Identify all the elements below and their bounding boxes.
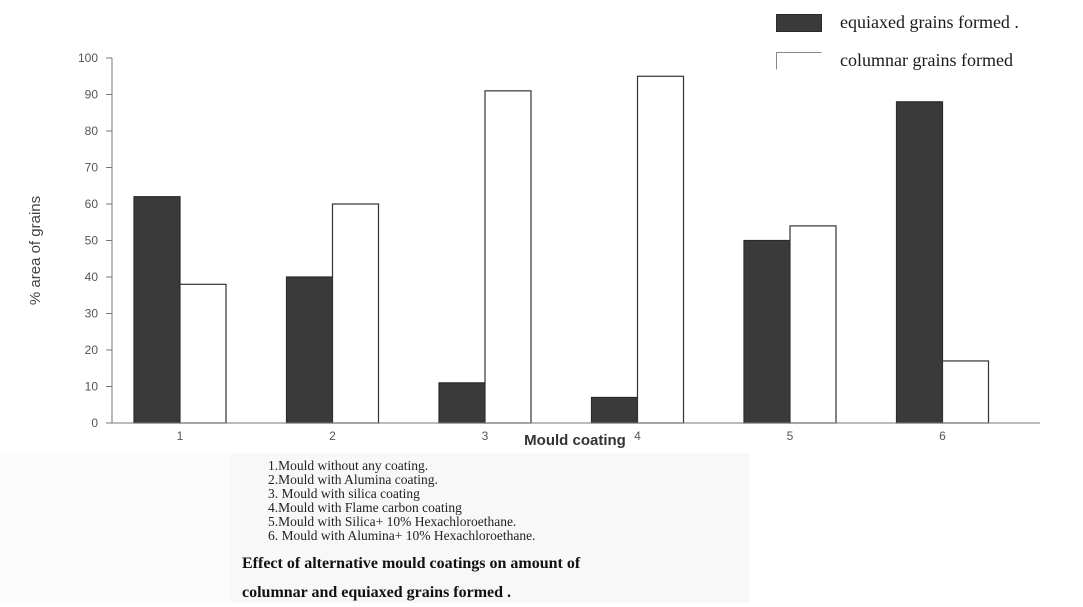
coating-note: 4.Mould with Flame carbon coating [268, 500, 462, 515]
scan-margin [0, 452, 230, 604]
y-tick-label: 20 [85, 343, 99, 357]
y-tick-label: 70 [85, 161, 99, 175]
coating-note: 1.Mould without any coating. [268, 458, 429, 473]
x-tick-label: 5 [787, 429, 794, 443]
caption-line: Effect of alternative mould coatings on … [242, 555, 581, 572]
figure-caption: Effect of alternative mould coatings on … [230, 549, 750, 607]
bar-columnar [331, 203, 380, 424]
bar-chart: 0 10 20 30 40 50 60 70 80 90 100 1 2 3 4 5 6 % area of … [27, 51, 1040, 449]
y-axis-label: % area of grains [27, 196, 44, 305]
x-tick-label: 4 [634, 429, 641, 443]
y-tick-label: 30 [85, 307, 99, 321]
legend-label-columnar: columnar grains formed [840, 50, 1013, 70]
bar-columnar [636, 75, 685, 424]
bar-equiaxed [743, 239, 791, 424]
legend-item-equiaxed: equiaxed grains formed . [770, 10, 1080, 48]
x-tick-label: 6 [939, 429, 946, 443]
legend-swatch-equiaxed [776, 14, 822, 32]
bar-equiaxed [895, 101, 944, 424]
bar-equiaxed [590, 396, 639, 424]
x-axis-label: Mould coating [524, 432, 626, 449]
legend-label-equiaxed: equiaxed grains formed . [840, 12, 1019, 32]
legend: equiaxed grains formed . columnar grains… [770, 10, 1080, 86]
bar-columnar [484, 90, 532, 424]
bar-equiaxed [285, 276, 334, 424]
bar-equiaxed [438, 382, 486, 424]
y-tick-label: 50 [85, 234, 99, 248]
coating-notes: 1.Mould without any coating. 2.Mould wit… [230, 453, 750, 603]
x-tick-label: 3 [482, 429, 489, 443]
coating-list: 1.Mould without any coating. 2.Mould wit… [230, 453, 750, 543]
caption-line: columnar and equiaxed grains formed . [242, 584, 512, 601]
bars [133, 75, 990, 424]
coating-note: 5.Mould with Silica+ 10% Hexachloroethan… [268, 514, 517, 529]
y-tick-label: 80 [85, 124, 99, 138]
legend-swatch-columnar [776, 52, 822, 70]
y-axis: 0 10 20 30 40 50 60 70 80 90 100 [78, 51, 113, 430]
bar-columnar [941, 360, 990, 424]
bar-equiaxed [133, 196, 181, 424]
y-tick-label: 60 [85, 197, 99, 211]
bar-columnar [789, 225, 837, 424]
y-tick-label: 0 [91, 416, 98, 430]
bar-columnar [179, 283, 227, 424]
x-axis: 1 2 3 4 5 6 [112, 422, 1040, 443]
coating-note: 6. Mould with Alumina+ 10% Hexachloroeth… [268, 528, 536, 543]
x-tick-label: 2 [329, 429, 336, 443]
y-tick-label: 90 [85, 88, 99, 102]
legend-item-columnar: columnar grains formed [770, 48, 1080, 86]
y-tick-label: 40 [85, 270, 99, 284]
y-tick-label: 10 [85, 380, 99, 394]
coating-note: 2.Mould with Alumina coating. [268, 472, 438, 487]
coating-note: 3. Mould with silica coating [268, 486, 420, 501]
y-tick-label: 100 [78, 51, 98, 65]
x-tick-label: 1 [177, 429, 184, 443]
